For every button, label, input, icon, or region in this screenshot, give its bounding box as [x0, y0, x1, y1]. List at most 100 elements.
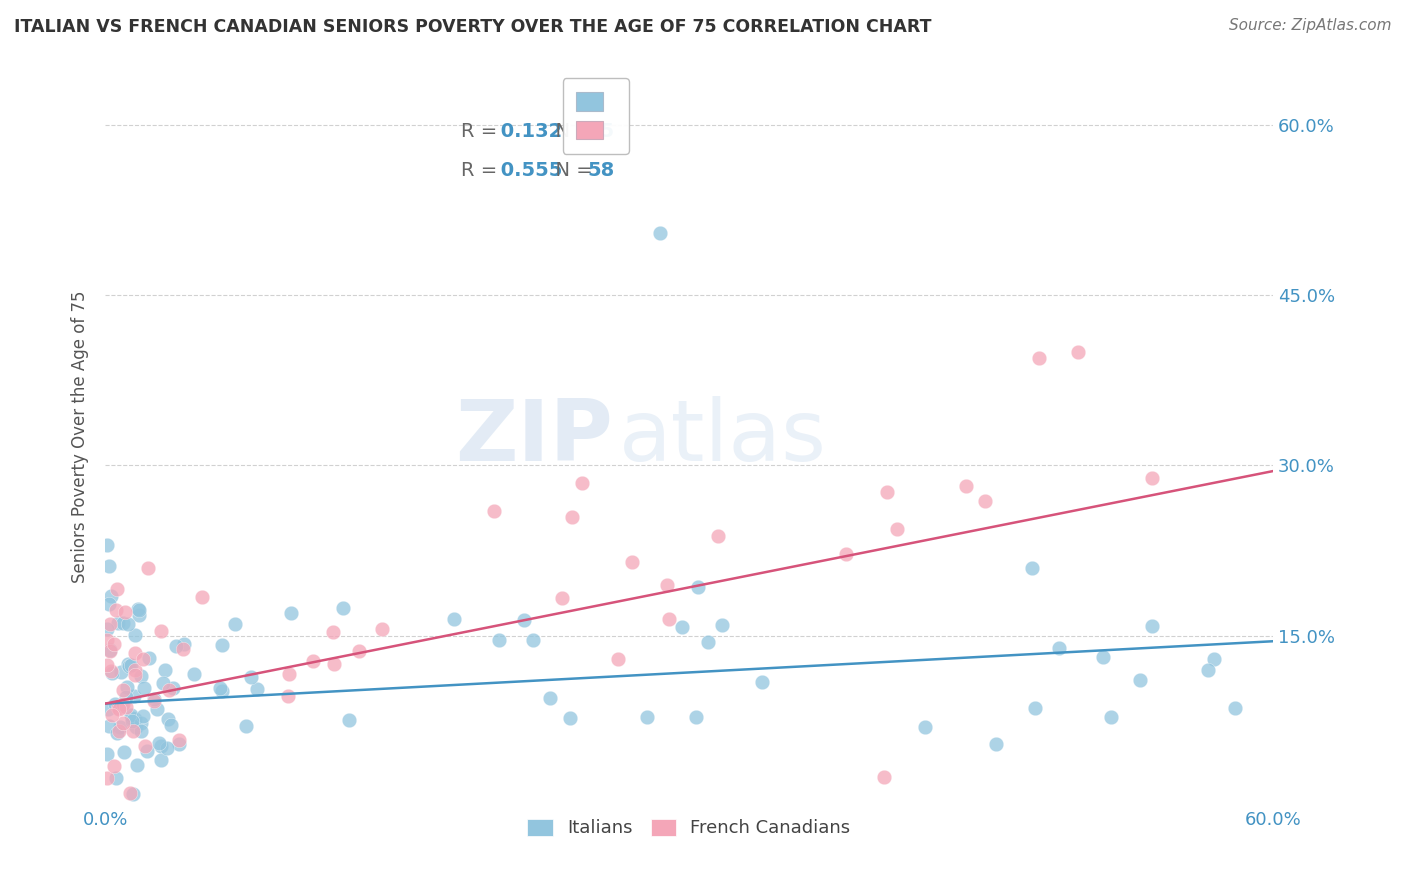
Point — [98, 642, 121, 657]
Point — [124, 667, 146, 681]
Text: R =: R = — [461, 161, 503, 180]
Point — [162, 681, 184, 695]
Point — [117, 658, 139, 673]
Point — [561, 509, 583, 524]
Point — [112, 745, 135, 759]
Point — [571, 476, 593, 491]
Point — [685, 709, 707, 723]
Point — [876, 484, 898, 499]
Point — [128, 603, 150, 617]
Point — [111, 716, 134, 731]
Point — [371, 622, 394, 636]
Point — [211, 638, 233, 652]
Point — [1197, 664, 1219, 678]
Point — [337, 713, 360, 727]
Point — [1129, 673, 1152, 687]
Point — [224, 617, 246, 632]
Text: Source: ZipAtlas.com: Source: ZipAtlas.com — [1229, 18, 1392, 33]
Legend: Italians, French Canadians: Italians, French Canadians — [520, 812, 858, 845]
Point — [914, 719, 936, 733]
Text: atlas: atlas — [619, 396, 827, 479]
Point — [322, 657, 344, 671]
Point — [172, 642, 194, 657]
Point — [129, 715, 152, 730]
Point — [105, 582, 128, 596]
Point — [96, 747, 118, 761]
Point — [551, 591, 574, 606]
Point — [1024, 700, 1046, 714]
Point — [115, 690, 138, 704]
Point — [121, 714, 143, 728]
Text: N =: N = — [543, 161, 599, 180]
Point — [513, 613, 536, 627]
Point — [160, 717, 183, 731]
Point — [636, 710, 658, 724]
Point — [96, 622, 118, 636]
Text: 0.555: 0.555 — [494, 161, 562, 180]
Point — [117, 680, 139, 694]
Point — [560, 711, 582, 725]
Point — [96, 633, 118, 648]
Point — [132, 709, 155, 723]
Point — [125, 721, 148, 735]
Point — [209, 681, 232, 696]
Point — [697, 635, 720, 649]
Point — [648, 226, 671, 240]
Point — [302, 654, 325, 668]
Point — [1047, 640, 1070, 655]
Point — [245, 681, 267, 696]
Point — [183, 667, 205, 681]
Text: 58: 58 — [588, 161, 614, 180]
Point — [658, 612, 681, 626]
Point — [117, 616, 139, 631]
Point — [152, 676, 174, 690]
Point — [974, 494, 997, 508]
Point — [107, 701, 129, 715]
Point — [149, 753, 172, 767]
Point — [149, 624, 172, 639]
Point — [120, 708, 142, 723]
Point — [120, 786, 142, 800]
Point — [100, 664, 122, 678]
Point — [211, 684, 233, 698]
Point — [134, 739, 156, 754]
Point — [167, 732, 190, 747]
Point — [138, 651, 160, 665]
Point — [124, 689, 146, 703]
Point — [165, 639, 187, 653]
Point — [157, 683, 180, 698]
Point — [143, 694, 166, 708]
Point — [135, 744, 157, 758]
Point — [1202, 651, 1225, 665]
Point — [349, 644, 371, 658]
Point — [1067, 345, 1090, 359]
Point — [522, 632, 544, 647]
Point — [621, 555, 644, 569]
Point — [686, 580, 709, 594]
Point — [96, 658, 118, 673]
Point — [124, 646, 146, 660]
Point — [103, 759, 125, 773]
Point — [235, 719, 257, 733]
Point — [122, 724, 145, 739]
Point — [1099, 710, 1122, 724]
Point — [97, 597, 120, 611]
Point — [655, 578, 678, 592]
Y-axis label: Seniors Poverty Over the Age of 75: Seniors Poverty Over the Age of 75 — [72, 291, 89, 583]
Point — [124, 664, 146, 678]
Point — [114, 606, 136, 620]
Point — [117, 657, 139, 671]
Point — [1021, 560, 1043, 574]
Point — [538, 690, 561, 705]
Point — [167, 737, 190, 751]
Point — [132, 652, 155, 666]
Point — [191, 590, 214, 604]
Point — [322, 625, 344, 640]
Point — [1225, 701, 1247, 715]
Text: ITALIAN VS FRENCH CANADIAN SENIORS POVERTY OVER THE AGE OF 75 CORRELATION CHART: ITALIAN VS FRENCH CANADIAN SENIORS POVER… — [14, 18, 932, 36]
Point — [122, 788, 145, 802]
Point — [100, 589, 122, 603]
Text: R =: R = — [461, 121, 503, 141]
Point — [872, 770, 894, 784]
Point — [711, 617, 734, 632]
